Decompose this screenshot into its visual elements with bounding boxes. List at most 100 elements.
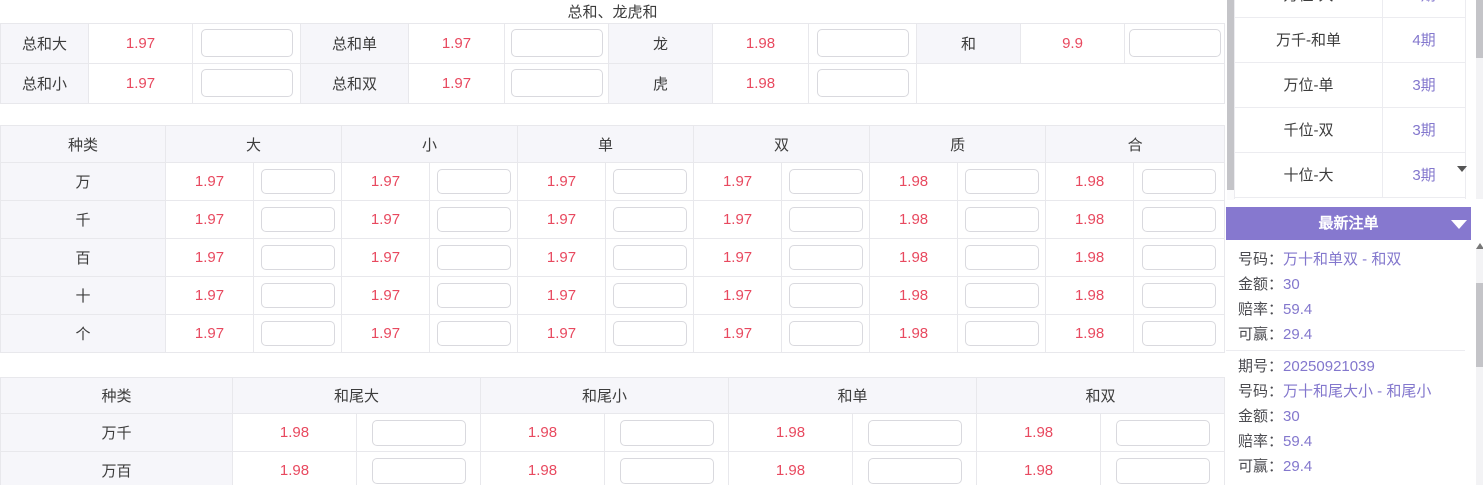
column-header: 小 xyxy=(341,125,519,163)
bets-scrollbar-thumb[interactable] xyxy=(1476,283,1483,367)
scroll-down-arrow-icon[interactable] xyxy=(1457,166,1467,172)
amount-input[interactable] xyxy=(436,207,511,232)
amount-cell xyxy=(429,162,519,201)
amount-cell xyxy=(1133,276,1226,315)
scroll-up-arrow-icon[interactable] xyxy=(1476,243,1483,249)
trend-item[interactable]: 万位-大6期 xyxy=(1235,0,1465,18)
amount-input[interactable] xyxy=(260,321,335,346)
amount-input[interactable] xyxy=(260,207,335,232)
amount-input[interactable] xyxy=(436,283,511,308)
bet-label-cell: 总和双 xyxy=(300,62,409,104)
amount-input[interactable] xyxy=(612,283,687,308)
bet-field-label: 金额： xyxy=(1238,276,1284,293)
trend-scrollbar-thumb[interactable] xyxy=(1476,0,1483,58)
amount-cell xyxy=(429,200,519,239)
collapse-caret-icon xyxy=(1451,220,1467,229)
amount-input[interactable] xyxy=(619,457,714,484)
trend-item[interactable]: 十位-大 3期 xyxy=(1235,153,1465,198)
amount-input[interactable] xyxy=(816,69,909,97)
odds-value: 1.98 xyxy=(869,200,959,239)
amount-input[interactable] xyxy=(1142,169,1217,194)
amount-input[interactable] xyxy=(964,245,1039,270)
odds-value: 1.97 xyxy=(693,162,783,201)
amount-cell xyxy=(605,162,695,201)
amount-input[interactable] xyxy=(510,69,603,97)
main-scrollbar[interactable] xyxy=(1227,0,1234,200)
table-row: 总和小 1.97 总和双 1.97 虎 1.98 xyxy=(0,62,1226,104)
latest-bets-header[interactable]: 最新注单 xyxy=(1226,207,1471,240)
amount-input[interactable] xyxy=(964,207,1039,232)
trend-item[interactable]: 万千-和单 4期 xyxy=(1235,18,1465,63)
amount-input[interactable] xyxy=(612,245,687,270)
bet-field-value: 30 xyxy=(1283,276,1300,293)
amount-cell xyxy=(355,451,482,485)
amount-cell xyxy=(957,276,1047,315)
amount-input[interactable] xyxy=(867,457,962,484)
amount-input[interactable] xyxy=(964,283,1039,308)
amount-input[interactable] xyxy=(1128,29,1221,57)
amount-input[interactable] xyxy=(200,69,293,97)
odds-value: 1.97 xyxy=(341,162,431,201)
amount-input[interactable] xyxy=(788,321,863,346)
amount-input[interactable] xyxy=(788,283,863,308)
amount-input[interactable] xyxy=(964,169,1039,194)
bets-scrollbar[interactable] xyxy=(1476,248,1483,485)
amount-input[interactable] xyxy=(816,29,909,57)
amount-input[interactable] xyxy=(200,29,293,57)
amount-cell xyxy=(808,22,917,64)
amount-input[interactable] xyxy=(371,419,466,446)
trend-item[interactable]: 千位-双 3期 xyxy=(1235,108,1465,153)
bet-field: 可赢：29.4 xyxy=(1226,322,1465,347)
table-row: 个 1.97 1.97 1.97 1.97 1.98 1.98 xyxy=(0,314,1226,353)
amount-input[interactable] xyxy=(436,169,511,194)
amount-input[interactable] xyxy=(788,245,863,270)
column-header: 和尾大 xyxy=(231,377,482,414)
bet-field-label: 可赢： xyxy=(1238,326,1284,343)
amount-input[interactable] xyxy=(436,245,511,270)
bet-entry: 号码：万十和单双 - 和双 金额：30 赔率：59.4 可赢：29.4 xyxy=(1226,247,1465,350)
amount-input[interactable] xyxy=(1115,457,1210,484)
amount-input[interactable] xyxy=(1142,207,1217,232)
trend-name: 千位-双 xyxy=(1235,108,1383,152)
header-row: 种类 和尾大 和尾小 和单 和双 xyxy=(0,377,1226,414)
bet-label-cell: 虎 xyxy=(608,62,713,104)
bet-label-cell: 总和小 xyxy=(0,62,89,104)
amount-input[interactable] xyxy=(867,419,962,446)
amount-cell xyxy=(604,413,730,452)
amount-input[interactable] xyxy=(260,245,335,270)
bet-field-value: 20250921039 xyxy=(1283,358,1375,375)
amount-input[interactable] xyxy=(788,169,863,194)
row-label-cell: 万 xyxy=(0,162,166,201)
table-row: 千 1.97 1.97 1.97 1.97 1.98 1.98 xyxy=(0,200,1226,239)
bet-field-value: 59.4 xyxy=(1283,433,1313,450)
bet-field-label: 金额： xyxy=(1238,408,1284,425)
odds-value: 1.97 xyxy=(517,162,607,201)
amount-input[interactable] xyxy=(612,321,687,346)
amount-input[interactable] xyxy=(371,457,466,484)
amount-input[interactable] xyxy=(788,207,863,232)
amount-cell xyxy=(957,238,1047,277)
amount-input[interactable] xyxy=(612,169,687,194)
column-header: 大 xyxy=(164,125,343,163)
table-title: 总和、龙虎和 xyxy=(0,0,1225,24)
amount-input[interactable] xyxy=(1142,283,1217,308)
amount-input[interactable] xyxy=(510,29,603,57)
trend-item[interactable]: 万位-单 3期 xyxy=(1235,63,1465,108)
amount-input[interactable] xyxy=(260,283,335,308)
amount-input[interactable] xyxy=(1142,321,1217,346)
amount-input[interactable] xyxy=(1115,419,1210,446)
amount-input[interactable] xyxy=(260,169,335,194)
amount-input[interactable] xyxy=(619,419,714,446)
amount-input[interactable] xyxy=(964,321,1039,346)
amount-cell xyxy=(1133,200,1226,239)
odds-value: 1.97 xyxy=(341,276,431,315)
table-row: 万百 1.98 1.98 1.98 1.98 xyxy=(0,451,1226,485)
amount-input[interactable] xyxy=(436,321,511,346)
main-scrollbar-thumb[interactable] xyxy=(1227,0,1234,190)
amount-input[interactable] xyxy=(612,207,687,232)
bet-label-cell: 总和单 xyxy=(300,22,409,64)
trend-scrollbar[interactable] xyxy=(1476,0,1483,199)
amount-input[interactable] xyxy=(1142,245,1217,270)
odds-value: 1.97 xyxy=(517,200,607,239)
